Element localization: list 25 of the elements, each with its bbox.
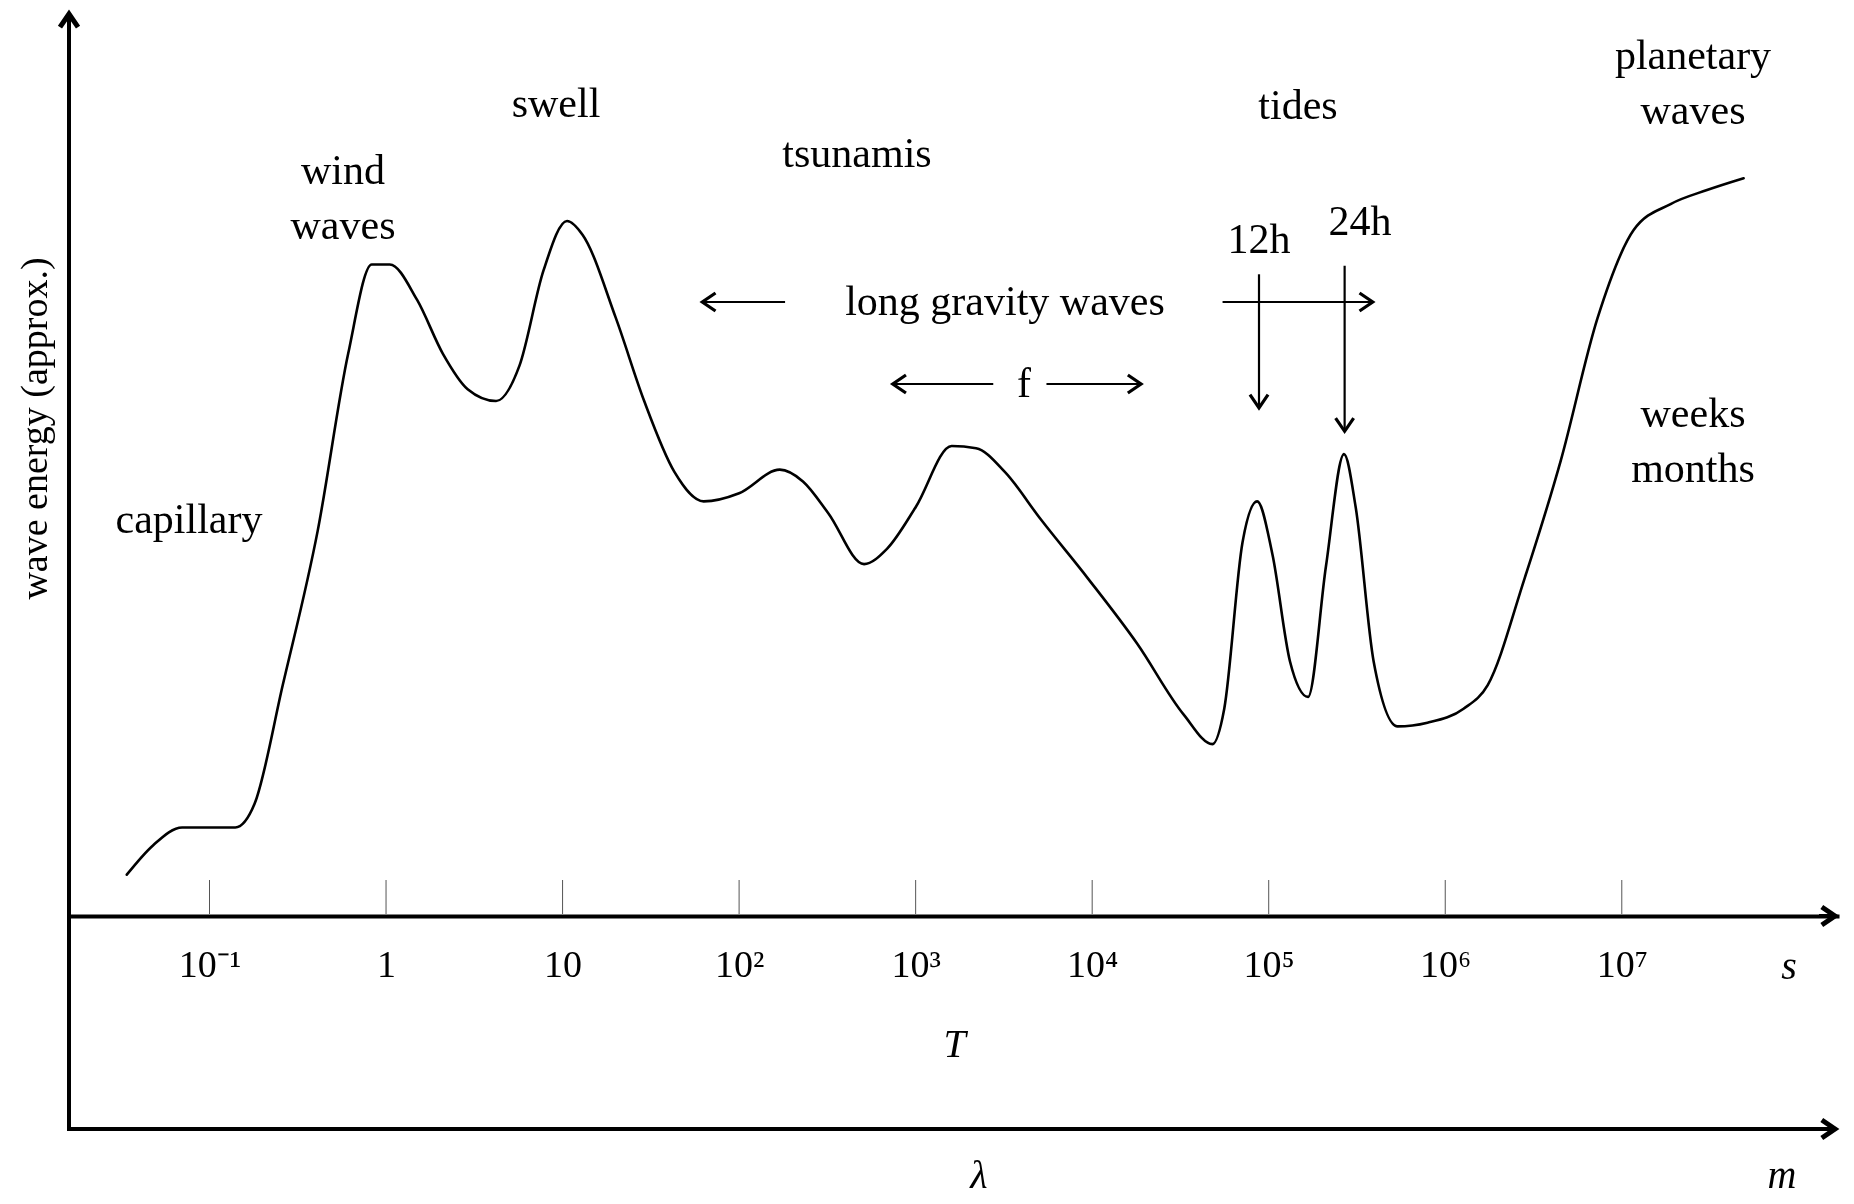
- x-tick-label: 10⁻¹: [178, 942, 242, 985]
- text: λ: [969, 1152, 988, 1197]
- text: tsunamis: [782, 130, 932, 176]
- annotation: wind waves: [290, 147, 396, 248]
- text: tides: [1258, 82, 1338, 128]
- annotation: 24h: [1328, 198, 1392, 244]
- text: m: [1767, 1152, 1797, 1197]
- text: planetary waves: [1614, 32, 1772, 133]
- x-tick-label: 10³: [891, 942, 941, 985]
- y-axis-title: wave energy (approx.): [12, 257, 56, 600]
- x-tick-label: 10⁵: [1243, 942, 1295, 985]
- x-tick-label: 1: [377, 942, 397, 985]
- x-axis-title: T: [943, 1020, 969, 1066]
- annotation: 12h: [1227, 216, 1291, 262]
- text: s: [1781, 943, 1797, 988]
- annotation: capillary: [115, 496, 263, 542]
- annotation: f: [1017, 360, 1031, 406]
- x-tick-label: 10²: [714, 942, 765, 985]
- x-tick-label: 10: [544, 942, 583, 985]
- annotation: long gravity waves: [845, 278, 1165, 324]
- x-tick-label: 10⁷: [1596, 942, 1648, 985]
- x-tick-label: 10⁶: [1420, 942, 1472, 985]
- annotation: weeks months: [1631, 390, 1755, 491]
- x-tick-label: 10⁴: [1067, 942, 1119, 985]
- text: swell: [511, 80, 601, 126]
